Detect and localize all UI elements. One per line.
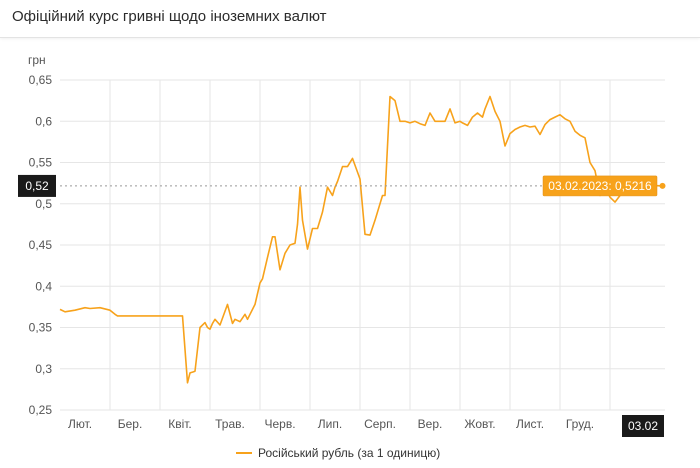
tooltip-text: 03.02.2023: 0,5216 <box>548 179 652 193</box>
crosshair-x-label: 03.02 <box>628 419 658 433</box>
chart-header: Офіційний курс гривні щодо іноземних вал… <box>0 0 700 38</box>
x-tick-label: Лист. <box>516 417 544 431</box>
x-tick-label: Трав. <box>215 417 245 431</box>
x-tick-label: Лип. <box>318 417 342 431</box>
x-tick-label: Лют. <box>68 417 92 431</box>
legend[interactable]: Російський рубль (за 1 одиницю) <box>236 446 440 460</box>
y-tick-label: 0,6 <box>35 114 52 128</box>
last-point-marker[interactable] <box>659 182 666 189</box>
legend-series-label: Російський рубль (за 1 одиницю) <box>258 446 441 460</box>
y-tick-label: 0,65 <box>29 73 53 87</box>
y-tick-label: 0,25 <box>29 403 53 417</box>
x-tick-label: Бер. <box>118 417 143 431</box>
legend-series-swatch <box>236 452 252 454</box>
y-tick-label: 0,35 <box>29 321 53 335</box>
chart-title: Офіційний курс гривні щодо іноземних вал… <box>12 8 327 25</box>
x-tick-label: Жовт. <box>464 417 495 431</box>
x-tick-label: Груд. <box>566 417 594 431</box>
x-tick-label: Вер. <box>418 417 443 431</box>
x-tick-label: Серп. <box>364 417 396 431</box>
crosshair-y-label: 0,52 <box>25 179 49 193</box>
y-tick-label: 0,45 <box>29 238 53 252</box>
tooltip-box <box>542 175 658 197</box>
crosshair-y-badge <box>18 174 56 197</box>
series-line[interactable] <box>59 95 663 384</box>
x-tick-label: Квіт. <box>168 417 192 431</box>
y-axis-label: грн <box>28 53 46 67</box>
y-tick-label: 0,3 <box>35 362 52 376</box>
y-tick-label: 0,5 <box>35 197 52 211</box>
y-tick-label: 0,4 <box>35 279 52 293</box>
x-tick-label: Черв. <box>264 417 295 431</box>
y-tick-label: 0,55 <box>29 156 53 170</box>
crosshair-x-badge <box>622 415 664 437</box>
